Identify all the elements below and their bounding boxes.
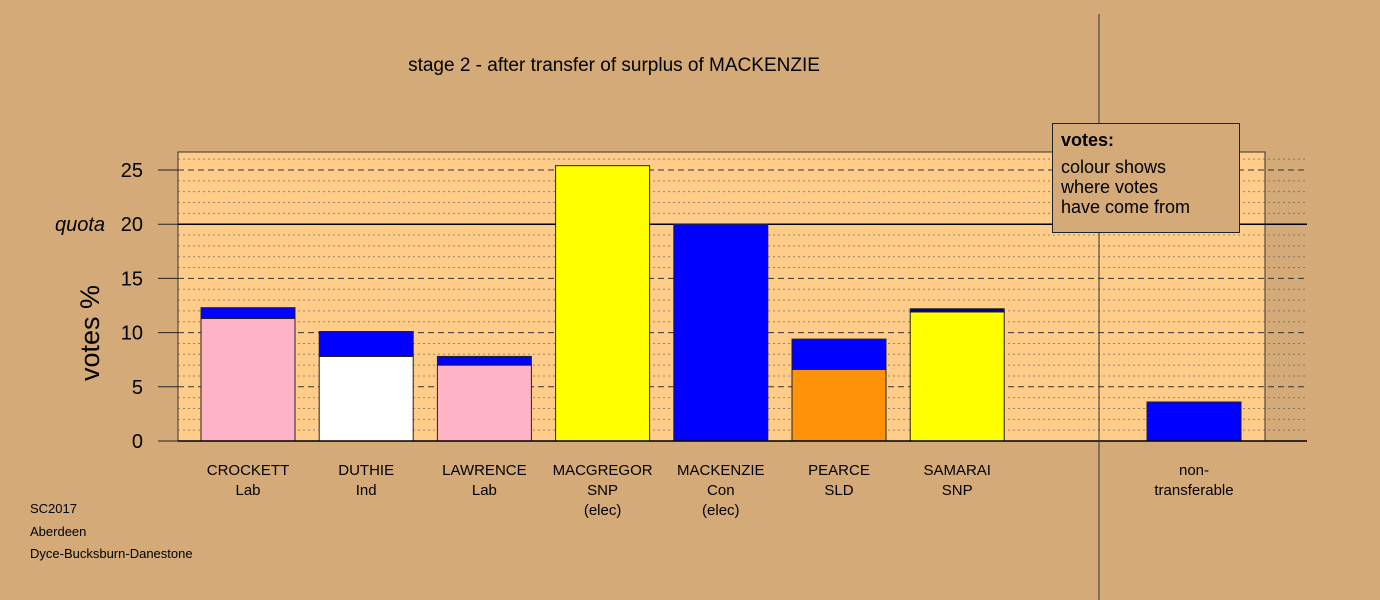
candidate-detail-label: Con — [707, 482, 735, 499]
chart-title: stage 2 - after transfer of surplus of M… — [408, 55, 820, 76]
bar-segment — [200, 307, 296, 320]
candidate-detail-label: transferable — [1154, 482, 1233, 499]
y-tick-label: 20 — [121, 214, 143, 236]
candidate-detail-label: Lab — [235, 482, 260, 499]
quota-label: quota — [55, 214, 105, 236]
nontransferable-bar — [1146, 401, 1242, 442]
candidate-name-label: MACGREGOR — [553, 462, 653, 479]
bar-segment — [318, 331, 414, 357]
candidate-detail-label: (elec) — [702, 502, 740, 519]
legend-line: have come from — [1061, 197, 1191, 217]
y-tick-label: 10 — [121, 323, 143, 345]
y-tick-label: 0 — [132, 431, 143, 453]
candidate-detail-label: (elec) — [584, 502, 622, 519]
candidate-name-label: SAMARAI — [923, 462, 991, 479]
candidate-name-label: DUTHIE — [338, 462, 394, 479]
y-tick-label: 15 — [121, 268, 143, 290]
candidate-name-label: CROCKETT — [207, 462, 290, 479]
candidate-name-label: LAWRENCE — [442, 462, 526, 479]
bar-segment — [555, 165, 651, 442]
bar-segment — [791, 338, 887, 370]
candidate-name-label: non- — [1179, 462, 1209, 479]
bar-segment — [436, 364, 532, 442]
y-axis-label: votes % — [75, 285, 105, 381]
candidate-detail-label: SNP — [942, 482, 973, 499]
footer-line-council: Aberdeen — [30, 524, 87, 539]
bar-segment — [909, 308, 1005, 313]
y-tick-label: 5 — [132, 377, 143, 399]
candidate-detail-label: SLD — [824, 482, 853, 499]
y-tick-label: 25 — [121, 160, 143, 182]
candidate-detail-label: Ind — [356, 482, 377, 499]
bar-segment — [791, 368, 887, 442]
footer-line-election: SC2017 — [30, 501, 77, 516]
legend: votes: colour shows where votes have com… — [1052, 123, 1240, 233]
candidate-detail-label: SNP — [587, 482, 618, 499]
legend-line: where votes — [1061, 177, 1159, 197]
bar-segment — [318, 355, 414, 442]
candidate-name-label: PEARCE — [808, 462, 870, 479]
footer-line-ward: Dyce-Bucksburn-Danestone — [30, 546, 193, 561]
bar-segment — [673, 223, 769, 442]
legend-line: colour shows — [1061, 157, 1167, 177]
bar-segment — [436, 355, 532, 366]
legend-heading: votes: — [1061, 130, 1115, 150]
candidate-detail-label: Lab — [472, 482, 497, 499]
bar-segment — [909, 311, 1005, 442]
bar-segment — [200, 318, 296, 442]
candidate-name-label: MACKENZIE — [677, 462, 765, 479]
